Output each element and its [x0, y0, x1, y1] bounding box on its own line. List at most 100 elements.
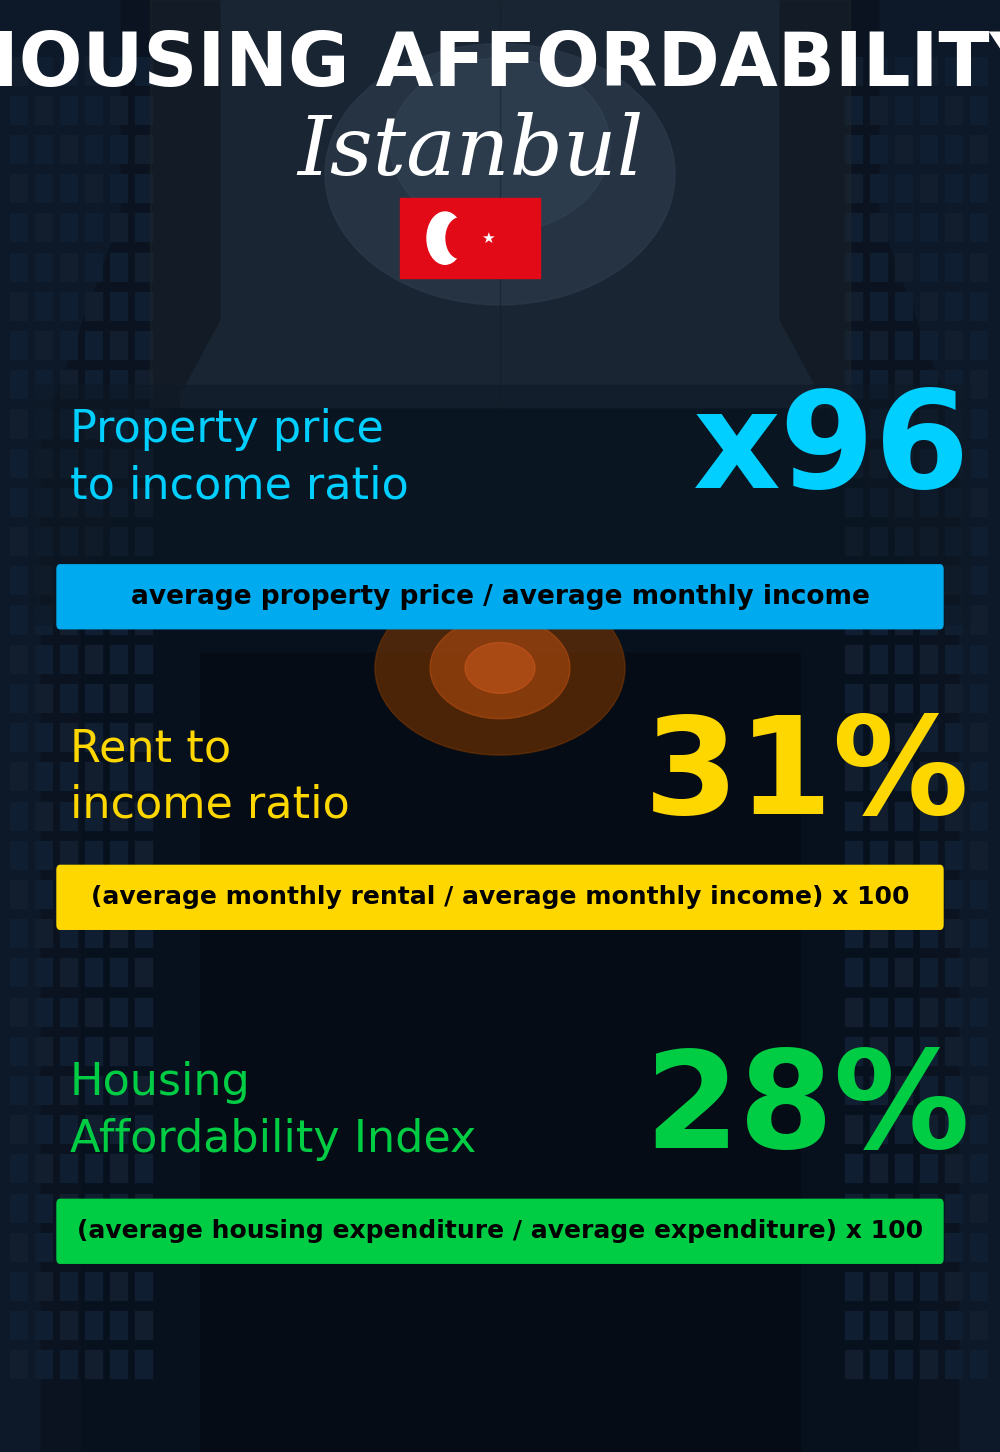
- Bar: [945, 292, 963, 321]
- Bar: [85, 253, 103, 282]
- Bar: [110, 1311, 128, 1340]
- Bar: [60, 998, 78, 1027]
- Bar: [895, 684, 913, 713]
- Bar: [110, 527, 128, 556]
- Bar: [870, 135, 888, 164]
- Bar: [970, 1350, 988, 1379]
- Bar: [10, 96, 28, 125]
- Bar: [970, 958, 988, 987]
- Bar: [60, 1037, 78, 1066]
- Circle shape: [446, 218, 474, 258]
- Bar: [35, 135, 53, 164]
- Bar: [895, 605, 913, 635]
- Bar: [895, 1115, 913, 1144]
- Bar: [845, 1350, 863, 1379]
- Bar: [180, 0, 820, 407]
- Bar: [110, 802, 128, 831]
- Bar: [845, 998, 863, 1027]
- Bar: [870, 605, 888, 635]
- Bar: [970, 1115, 988, 1144]
- Bar: [945, 1076, 963, 1105]
- Bar: [845, 409, 863, 439]
- Bar: [150, 0, 850, 407]
- Bar: [920, 1311, 938, 1340]
- Bar: [35, 527, 53, 556]
- Bar: [35, 723, 53, 752]
- Bar: [110, 488, 128, 517]
- Bar: [10, 958, 28, 987]
- Bar: [60, 802, 78, 831]
- Bar: [945, 958, 963, 987]
- Bar: [870, 645, 888, 674]
- Bar: [110, 292, 128, 321]
- Bar: [110, 174, 128, 203]
- Bar: [920, 998, 938, 1027]
- Bar: [85, 135, 103, 164]
- Bar: [920, 1194, 938, 1223]
- Bar: [85, 645, 103, 674]
- Bar: [870, 566, 888, 595]
- Bar: [920, 174, 938, 203]
- Bar: [920, 802, 938, 831]
- Bar: [970, 331, 988, 360]
- Bar: [970, 1194, 988, 1223]
- Ellipse shape: [325, 44, 675, 305]
- Bar: [845, 253, 863, 282]
- Bar: [870, 841, 888, 870]
- Bar: [60, 1350, 78, 1379]
- Bar: [200, 653, 800, 1452]
- Polygon shape: [180, 0, 500, 407]
- Bar: [970, 684, 988, 713]
- Bar: [60, 488, 78, 517]
- Bar: [945, 566, 963, 595]
- Bar: [945, 1115, 963, 1144]
- Bar: [10, 802, 28, 831]
- Bar: [10, 331, 28, 360]
- Bar: [110, 919, 128, 948]
- Bar: [970, 174, 988, 203]
- Bar: [920, 331, 938, 360]
- Bar: [870, 213, 888, 242]
- Bar: [135, 57, 153, 86]
- Bar: [135, 370, 153, 399]
- Bar: [10, 880, 28, 909]
- Bar: [35, 174, 53, 203]
- Bar: [135, 292, 153, 321]
- Bar: [110, 645, 128, 674]
- Bar: [110, 1233, 128, 1262]
- Bar: [35, 1350, 53, 1379]
- Bar: [845, 488, 863, 517]
- Bar: [895, 292, 913, 321]
- Bar: [10, 488, 28, 517]
- Bar: [110, 213, 128, 242]
- Bar: [110, 96, 128, 125]
- Bar: [845, 527, 863, 556]
- Bar: [110, 449, 128, 478]
- Bar: [10, 174, 28, 203]
- Bar: [85, 802, 103, 831]
- Bar: [60, 527, 78, 556]
- Bar: [945, 174, 963, 203]
- Bar: [845, 645, 863, 674]
- Bar: [35, 1272, 53, 1301]
- Polygon shape: [780, 0, 1000, 1452]
- Bar: [970, 1037, 988, 1066]
- Bar: [85, 370, 103, 399]
- Bar: [135, 527, 153, 556]
- Bar: [945, 1194, 963, 1223]
- Bar: [920, 370, 938, 399]
- Bar: [870, 488, 888, 517]
- Text: Property price
to income ratio: Property price to income ratio: [70, 408, 409, 507]
- Text: Istanbul: Istanbul: [297, 112, 643, 193]
- Bar: [10, 1037, 28, 1066]
- Bar: [35, 1076, 53, 1105]
- Bar: [945, 1350, 963, 1379]
- Bar: [135, 1194, 153, 1223]
- Bar: [85, 1194, 103, 1223]
- Bar: [870, 919, 888, 948]
- Bar: [110, 684, 128, 713]
- Bar: [60, 449, 78, 478]
- Bar: [60, 958, 78, 987]
- Text: (average housing expenditure / average expenditure) x 100: (average housing expenditure / average e…: [77, 1220, 923, 1243]
- Text: HOUSING AFFORDABILITY: HOUSING AFFORDABILITY: [0, 29, 1000, 102]
